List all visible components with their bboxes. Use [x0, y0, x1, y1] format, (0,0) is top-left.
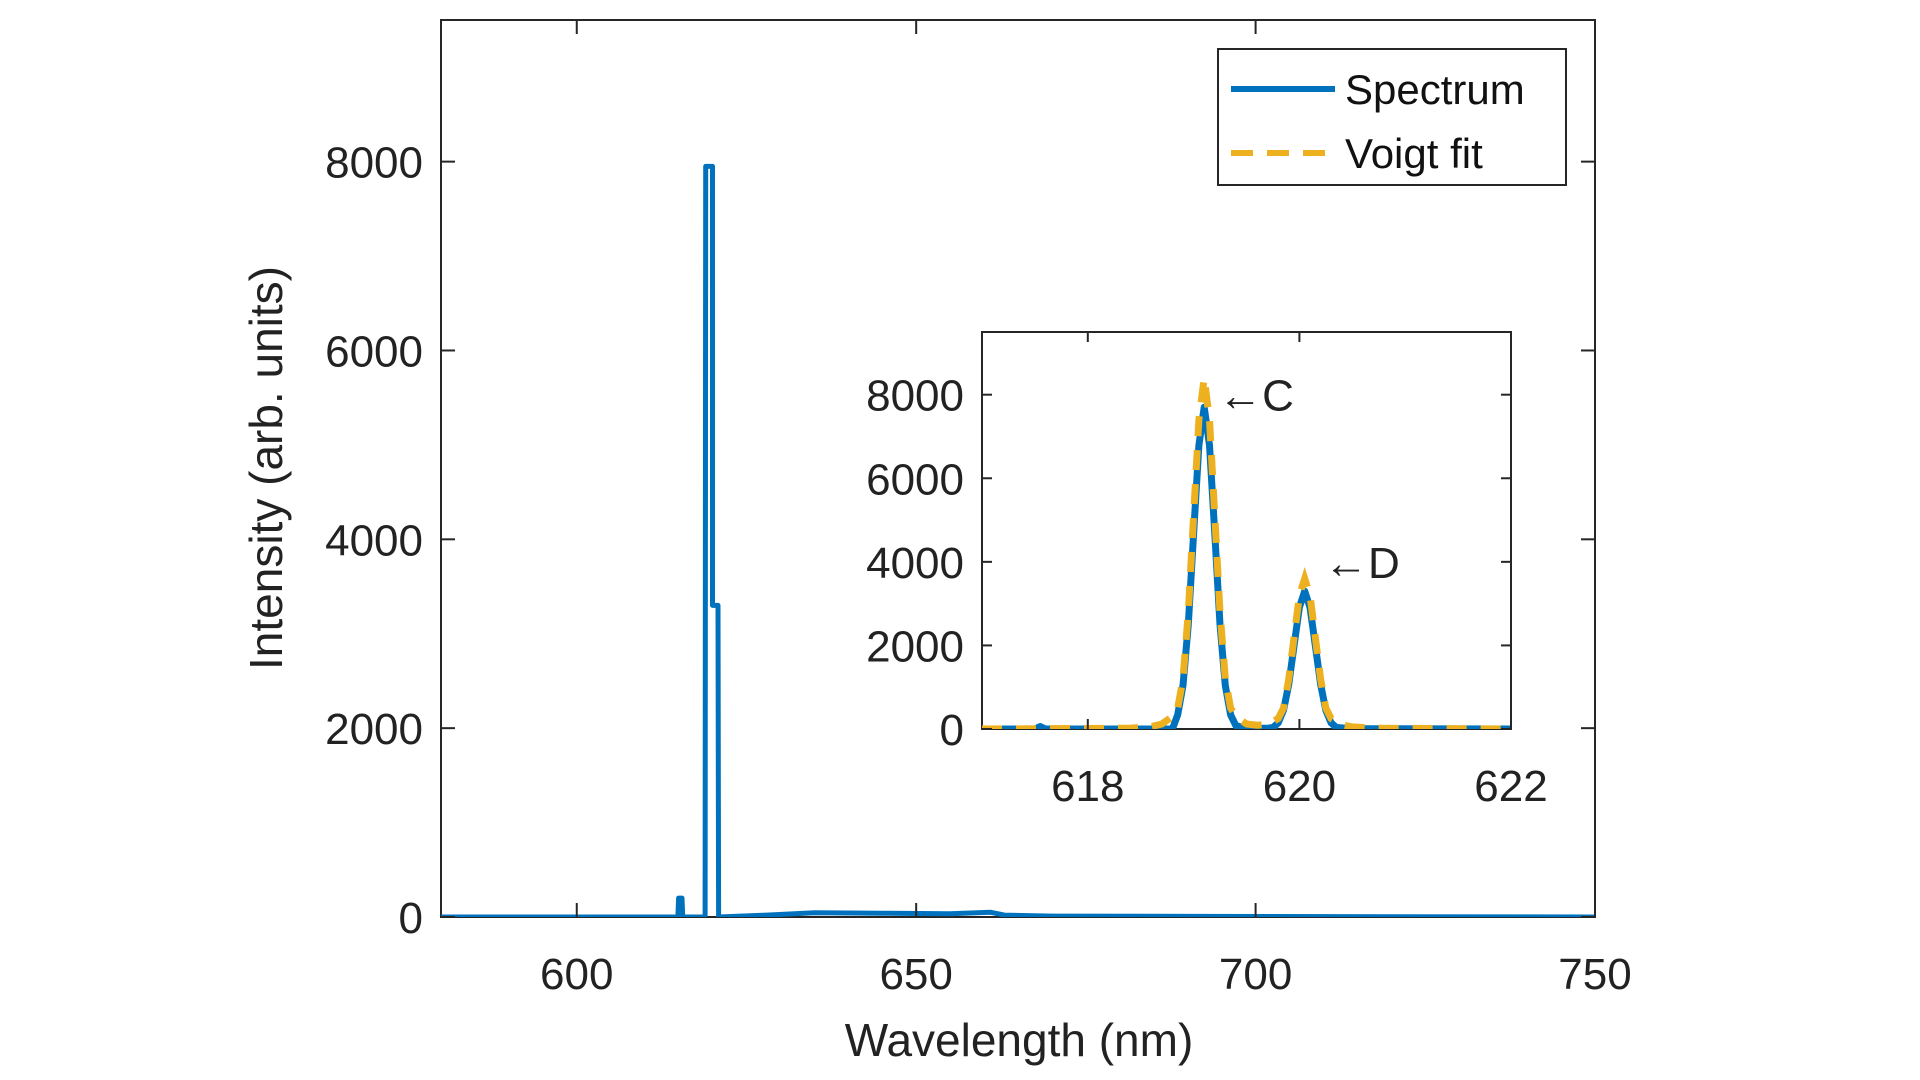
main-x-tick-label: 750 [1558, 950, 1631, 999]
inset-x-tick-label: 620 [1263, 762, 1336, 811]
legend: Spectrum Voigt fit [1217, 48, 1567, 186]
inset-fit-line [982, 377, 1511, 729]
inset-y-tick-label: 8000 [866, 372, 964, 421]
inset-peak-annotation: ←D [1324, 539, 1400, 588]
main-x-tick-label: 600 [540, 950, 613, 999]
inset-axes-box [981, 331, 1512, 730]
inset-y-tick-label: 6000 [866, 455, 964, 504]
main-x-tick-label: 650 [879, 950, 952, 999]
inset-plot: 618 620 622 0 2000 4000 6000 8000 ←C ←D [866, 331, 1548, 811]
inset-y-tick-label: 0 [940, 706, 964, 755]
legend-box [1217, 48, 1567, 186]
inset-x-tick-label: 622 [1474, 762, 1547, 811]
inset-y-tick-label: 4000 [866, 539, 964, 588]
inset-x-tick-label: 618 [1051, 762, 1124, 811]
main-spectrum-line [441, 163, 1595, 917]
legend-label-spectrum: Spectrum [1345, 66, 1525, 113]
inset-y-tick-label: 2000 [866, 622, 964, 671]
inset-peak-annotation: ←C [1218, 372, 1294, 421]
x-axis-label: Wavelength (nm) [845, 1014, 1194, 1066]
main-y-tick-label: 8000 [325, 139, 423, 188]
y-axis-label: Intensity (arb. units) [240, 266, 292, 670]
main-x-tick-label: 700 [1219, 950, 1292, 999]
main-y-tick-label: 4000 [325, 516, 423, 565]
main-y-tick-label: 6000 [325, 327, 423, 376]
main-y-tick-label: 0 [399, 894, 423, 943]
legend-label-fit: Voigt fit [1345, 130, 1483, 177]
main-y-tick-label: 2000 [325, 705, 423, 754]
